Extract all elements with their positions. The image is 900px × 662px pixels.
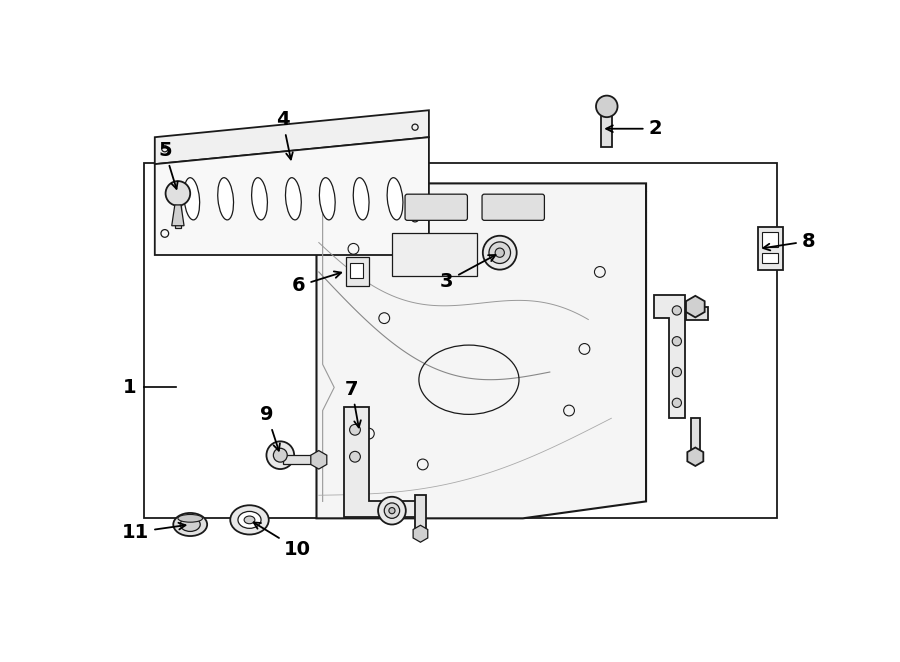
Text: 1: 1 <box>122 378 136 397</box>
Circle shape <box>482 236 517 269</box>
Circle shape <box>672 306 681 315</box>
Ellipse shape <box>387 177 403 220</box>
FancyBboxPatch shape <box>405 194 467 220</box>
Text: 8: 8 <box>763 232 815 251</box>
Bar <box>283 455 313 465</box>
Ellipse shape <box>218 177 233 220</box>
Circle shape <box>389 508 395 514</box>
Polygon shape <box>317 183 646 518</box>
Text: 5: 5 <box>158 141 177 189</box>
Circle shape <box>672 399 681 407</box>
Polygon shape <box>653 295 685 418</box>
Text: 6: 6 <box>292 271 341 295</box>
Ellipse shape <box>180 518 200 532</box>
Ellipse shape <box>252 177 267 220</box>
Ellipse shape <box>184 177 200 220</box>
Ellipse shape <box>238 512 261 528</box>
Polygon shape <box>155 111 429 164</box>
Circle shape <box>489 242 510 263</box>
Polygon shape <box>346 257 369 286</box>
Circle shape <box>672 336 681 346</box>
Bar <box>690 418 700 453</box>
Text: 3: 3 <box>440 255 496 291</box>
Polygon shape <box>172 205 184 226</box>
Circle shape <box>596 95 617 117</box>
Ellipse shape <box>230 505 269 534</box>
Bar <box>761 253 778 263</box>
Bar <box>761 232 778 248</box>
Polygon shape <box>144 163 777 518</box>
Circle shape <box>349 451 360 462</box>
Text: 9: 9 <box>260 405 280 451</box>
Text: 11: 11 <box>122 523 185 542</box>
Circle shape <box>384 503 400 518</box>
Circle shape <box>274 448 287 462</box>
Polygon shape <box>759 227 783 270</box>
Circle shape <box>349 424 360 435</box>
Bar <box>175 205 181 228</box>
Bar <box>415 495 426 530</box>
Circle shape <box>672 367 681 377</box>
Circle shape <box>166 181 190 206</box>
Circle shape <box>378 496 406 524</box>
Text: 10: 10 <box>254 522 311 559</box>
Bar <box>349 263 364 278</box>
Ellipse shape <box>174 513 207 536</box>
Ellipse shape <box>285 177 302 220</box>
Text: 7: 7 <box>346 380 361 428</box>
Polygon shape <box>344 406 418 517</box>
Ellipse shape <box>178 514 202 522</box>
Ellipse shape <box>244 516 255 524</box>
Ellipse shape <box>354 177 369 220</box>
Text: 4: 4 <box>275 111 292 160</box>
Polygon shape <box>155 137 429 255</box>
Bar <box>392 234 477 276</box>
Circle shape <box>495 248 504 258</box>
Bar <box>601 111 612 147</box>
Bar <box>686 307 707 320</box>
Circle shape <box>266 442 294 469</box>
Text: 2: 2 <box>607 119 662 138</box>
FancyBboxPatch shape <box>482 194 544 220</box>
Ellipse shape <box>320 177 335 220</box>
